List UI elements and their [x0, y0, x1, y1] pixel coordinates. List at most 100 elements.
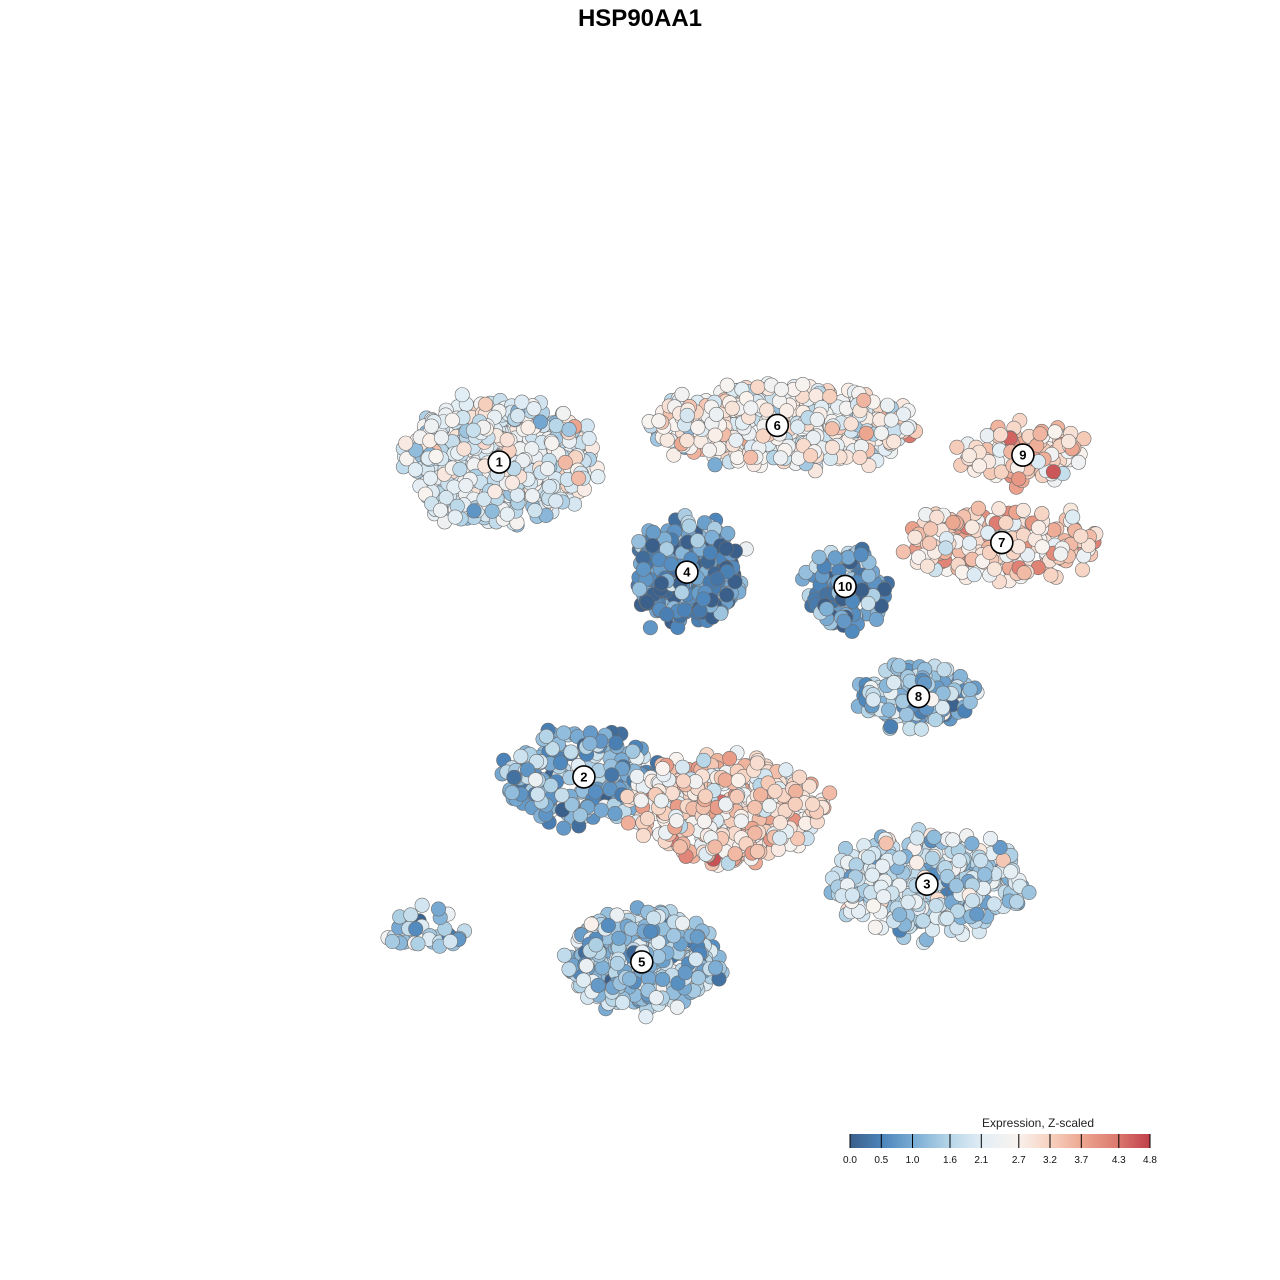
cell-point — [548, 493, 564, 509]
cell-point — [993, 464, 1009, 480]
cell-point — [1073, 528, 1089, 544]
cell-point — [552, 755, 568, 771]
cell-point — [635, 561, 651, 577]
cell-point — [544, 435, 560, 451]
cell-point — [922, 535, 938, 551]
cell-point — [487, 484, 503, 500]
cluster-label-text: 3 — [923, 877, 930, 892]
cell-point — [809, 411, 825, 427]
cell-point — [929, 509, 945, 525]
cluster-label-3: 3 — [915, 872, 939, 897]
cell-point — [478, 396, 494, 412]
cell-point — [556, 820, 572, 836]
cluster-label-text: 8 — [915, 689, 922, 704]
cell-point — [554, 787, 570, 803]
cell-point — [767, 783, 783, 799]
cell-point — [827, 550, 843, 566]
cell-point — [733, 813, 749, 829]
cell-point — [881, 702, 897, 718]
cluster-label-6: 6 — [765, 413, 790, 438]
cell-point — [773, 450, 789, 466]
cell-point — [644, 538, 660, 554]
cell-point — [504, 785, 520, 801]
cell-point — [677, 965, 693, 981]
cell-point — [563, 744, 579, 760]
cell-point — [951, 853, 967, 869]
cell-point — [900, 894, 916, 910]
cluster-label-text: 9 — [1019, 448, 1026, 463]
cell-point — [631, 534, 647, 550]
cell-point — [590, 977, 606, 993]
cell-point — [886, 675, 902, 691]
cell-point — [778, 762, 794, 778]
cluster-label-text: 1 — [496, 455, 503, 470]
cell-point — [530, 786, 546, 802]
cell-point — [571, 470, 587, 486]
cell-point — [892, 850, 908, 866]
cell-point — [986, 561, 1002, 577]
cell-point — [555, 405, 571, 421]
cell-point — [926, 829, 942, 845]
cell-point — [964, 836, 980, 852]
cell-point — [749, 755, 765, 771]
legend-tick-label: 0.0 — [843, 1155, 857, 1166]
cluster-label-text: 5 — [638, 954, 645, 969]
cell-point — [1053, 546, 1069, 562]
cell-point — [398, 435, 414, 451]
cell-point — [788, 783, 804, 799]
cell-point — [674, 915, 690, 931]
cell-point — [444, 412, 460, 428]
cell-point — [539, 461, 555, 477]
cell-point — [743, 449, 759, 465]
cell-point — [557, 454, 573, 470]
cluster-label-text: 7 — [998, 535, 1005, 550]
cell-point — [600, 917, 616, 933]
cell-point — [977, 866, 993, 882]
cell-point — [607, 805, 623, 821]
cell-point — [886, 434, 902, 450]
cell-point — [690, 970, 706, 986]
legend-tick-label: 0.5 — [874, 1155, 888, 1166]
cell-point — [858, 425, 874, 441]
cell-point — [844, 887, 860, 903]
cell-point — [805, 796, 821, 812]
cell-point — [499, 432, 515, 448]
cell-point — [532, 414, 548, 430]
cell-point — [422, 470, 438, 486]
cell-point — [913, 721, 929, 737]
cluster-label-4: 4 — [675, 560, 699, 585]
cell-point — [1043, 567, 1059, 583]
cell-point — [755, 428, 771, 444]
cell-point — [669, 999, 685, 1015]
cell-point — [1031, 520, 1047, 536]
cell-point — [749, 843, 765, 859]
cell-point — [643, 923, 659, 939]
cell-point — [588, 937, 604, 953]
cell-point — [674, 386, 690, 402]
cell-point — [719, 377, 735, 393]
cell-point — [1015, 502, 1031, 518]
cell-point — [697, 788, 713, 804]
legend-tick-label: 4.3 — [1112, 1155, 1126, 1166]
cell-point — [892, 907, 908, 923]
cell-point — [856, 392, 872, 408]
cell-point — [653, 793, 669, 809]
cell-point — [681, 518, 697, 534]
cell-point — [707, 427, 723, 443]
cell-point — [811, 549, 827, 565]
cell-point — [971, 458, 987, 474]
cell-point — [484, 503, 500, 519]
cell-point — [747, 800, 763, 816]
cell-point — [674, 584, 690, 600]
cell-point — [727, 846, 743, 862]
cell-point — [1045, 464, 1061, 480]
cell-point — [465, 422, 481, 438]
cell-point — [651, 413, 667, 429]
cell-point — [611, 930, 627, 946]
cell-point — [962, 681, 978, 697]
cell-point — [609, 955, 625, 971]
cell-point — [638, 1009, 654, 1025]
cell-point — [578, 958, 594, 974]
cell-point — [513, 748, 529, 764]
cell-point — [720, 525, 736, 541]
